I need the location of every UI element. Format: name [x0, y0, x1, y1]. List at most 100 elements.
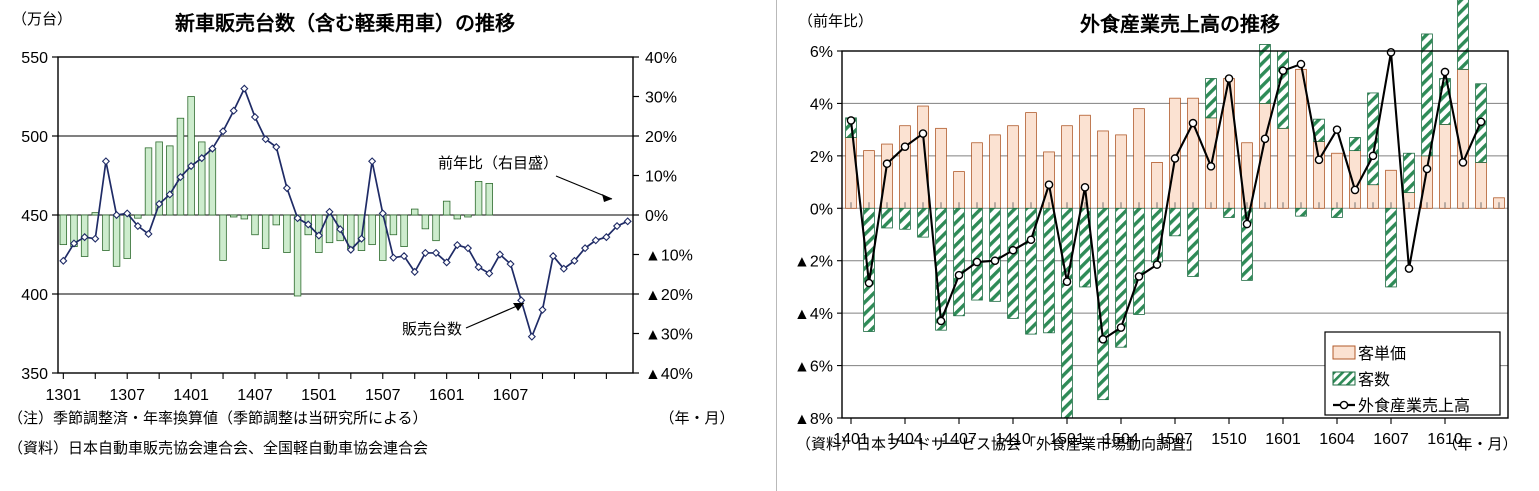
- left-line-marker: [218, 127, 228, 136]
- left-line-marker: [527, 332, 536, 341]
- right-xtick-1610: 1610: [1427, 431, 1463, 448]
- panel-divider: [776, 0, 777, 491]
- left-ytick-400: 400: [21, 287, 48, 304]
- right-bar-price: [971, 142, 983, 209]
- left-line-marker: [538, 305, 547, 314]
- right-line-marker: [1458, 158, 1468, 167]
- left-line-marker: [431, 248, 441, 257]
- chart-panel-food-service-sales: （前年比） 外食産業売上高の推移 ▲8% ▲6% ▲4% ▲2% 0% 2% 4% 6% 14…: [780, 0, 1539, 491]
- right-ytick-4: 0%: [810, 201, 833, 218]
- right-xtick-1401: 1401: [833, 431, 869, 448]
- right-line-marker: [882, 159, 892, 169]
- right-xtick-1601: 1601: [1265, 431, 1301, 448]
- left-bar: [261, 214, 270, 249]
- left-bar: [442, 200, 451, 216]
- right-bar-count: [1151, 207, 1163, 263]
- right-bar-count: [1223, 207, 1235, 218]
- left-line-marker: [69, 239, 79, 248]
- right-line-marker: [1170, 154, 1180, 163]
- right-line-marker: [900, 142, 910, 151]
- right-ytick-2: ▲4%: [794, 306, 833, 323]
- left-bar: [59, 214, 68, 246]
- right-line-marker: [1008, 245, 1018, 255]
- left-line-marker: [336, 225, 345, 234]
- left-ytick-350: 350: [21, 366, 48, 383]
- left-line-marker: [261, 135, 270, 144]
- left-line-marker: [59, 256, 68, 265]
- right-line-marker: [1296, 59, 1306, 69]
- right-line-marker: [1206, 162, 1216, 171]
- left-line-marker: [101, 157, 110, 166]
- left-line-marker: [123, 209, 132, 218]
- left-line-marker: [442, 258, 451, 267]
- right-bar-price: [863, 150, 875, 209]
- left-line-marker: [463, 244, 473, 253]
- left-bar: [411, 208, 419, 216]
- left-bar: [176, 117, 185, 216]
- right-bar-count: [1385, 207, 1397, 288]
- left-bar: [464, 214, 472, 218]
- right-line-marker: [954, 270, 964, 280]
- right-bar-price: [1097, 130, 1109, 209]
- left-xaxis-caption: （年・月）: [659, 410, 734, 427]
- right-bar-price: [1007, 125, 1019, 209]
- legend-swatch-line-marker: [1339, 400, 1349, 410]
- right-xtick-1604: 1604: [1319, 431, 1355, 448]
- right-xtick-1404: 1404: [887, 431, 923, 448]
- right-line-marker: [1134, 272, 1144, 281]
- right-bar-count: [1205, 78, 1217, 119]
- right-line-marker: [918, 129, 928, 138]
- right-bar-price: [1115, 134, 1127, 209]
- right-bar-count: [1403, 152, 1415, 193]
- left-line-marker: [91, 234, 100, 243]
- left-bar: [123, 214, 131, 259]
- left-bar: [453, 214, 462, 220]
- right-ytick-1: ▲6%: [794, 359, 833, 376]
- left-xtick-1307: 1307: [109, 387, 145, 404]
- right-ytick-3: ▲2%: [794, 254, 833, 271]
- right-bar-count: [881, 207, 893, 229]
- left-bar: [389, 214, 398, 236]
- right-bar-count: [863, 207, 875, 332]
- right-xtick-1507: 1507: [1157, 431, 1193, 448]
- left-bar: [166, 145, 174, 216]
- left-line-marker: [80, 233, 89, 242]
- left-bar: [325, 214, 334, 244]
- right-bar-count: [1277, 50, 1289, 129]
- left-line-marker: [549, 252, 558, 261]
- right-line-marker: [1188, 118, 1198, 128]
- left-bar: [144, 147, 153, 216]
- right-y-axis-ticks: ▲8% ▲6% ▲4% ▲2% 0% 2% 4% 6%: [794, 44, 842, 428]
- right-line-marker: [846, 116, 856, 125]
- left-chart-title: 新車販売台数（含む軽乗用車）の推移: [175, 11, 515, 35]
- right-bar-count: [1439, 78, 1451, 125]
- left-y2tick-4: 0%: [645, 208, 668, 225]
- left-bar: [474, 181, 483, 216]
- right-line-marker: [1314, 155, 1324, 165]
- left-bar: [187, 96, 195, 216]
- left-line-marker: [325, 207, 334, 216]
- right-sales-line: [849, 52, 1482, 342]
- right-line-marker: [1278, 66, 1288, 75]
- right-bar-series: [845, 0, 1505, 419]
- right-ytick-0: ▲8%: [794, 411, 833, 428]
- right-line-marker: [1224, 74, 1234, 83]
- left-line-marker: [591, 236, 600, 245]
- right-xtick-1501: 1501: [1049, 431, 1085, 448]
- left-y2tick-1: ▲30%: [645, 327, 693, 344]
- right-bar-price: [1025, 112, 1037, 209]
- right-bar-count: [1187, 207, 1199, 277]
- left-y2-axis-ticks: ▲40% ▲30% ▲20% ▲10% 0% 10% 20% 30% 40%: [633, 50, 693, 383]
- right-bar-count: [1457, 0, 1469, 70]
- right-line-marker: [1098, 335, 1108, 344]
- left-y2tick-3: ▲10%: [645, 248, 693, 265]
- left-ytick-500: 500: [21, 129, 48, 146]
- left-bar: [208, 149, 217, 216]
- left-line-marker: [453, 240, 462, 250]
- left-line-marker: [485, 269, 494, 278]
- right-ytick-5: 2%: [810, 149, 833, 166]
- left-y-axis-ticks: 350 400 450 500 550: [21, 50, 58, 383]
- right-bar-count: [1043, 207, 1055, 334]
- legend-label-kyakutanka: 客単価: [1358, 345, 1406, 363]
- right-bar-count: [1367, 92, 1379, 186]
